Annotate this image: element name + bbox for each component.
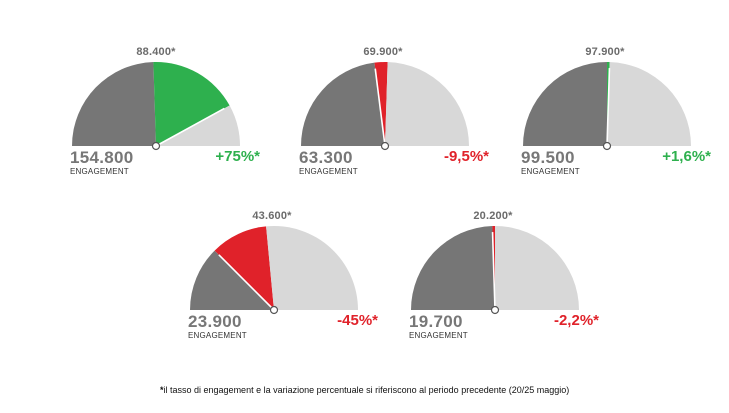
gauge-3-current-value: 99.500 [521,148,575,167]
footnote: *il tasso di engagement e la variazione … [160,385,569,395]
gauge-sector-light [607,62,691,146]
gauge-needle [155,107,225,147]
gauge-5-change-percent: -2,2%* [553,312,599,329]
gauge-sector-light [266,226,358,310]
footnote-text: il tasso di engagement e la variazione p… [163,385,570,395]
gauge-3-engagement-label: ENGAGEMENT [521,167,580,176]
gauge-2-dial [301,62,469,151]
gauge-2-change-percent: -9,5%* [443,148,489,165]
gauge-2: 69.900* 63.300 ENGAGEMENT -9,5%* [299,46,489,191]
gauge-hub [380,141,390,151]
gauge-4: 43.600* 23.900 ENGAGEMENT -45%* [188,210,378,355]
gauge-4-previous-value: 43.600* [252,210,292,222]
gauge-1-dial [72,62,240,151]
gauge-needle [218,254,275,311]
gauge-sector-dark [190,250,274,310]
gauge-5-engagement-label: ENGAGEMENT [409,331,468,340]
gauge-5: 20.200* 19.700 ENGAGEMENT -2,2%* [409,210,599,355]
gauge-sector-light [156,105,240,146]
gauge-5-previous-value: 20.200* [473,210,513,222]
gauge-3-dial [523,62,691,151]
gauge-5-current-value: 19.700 [409,312,463,331]
gauge-hub [602,141,612,151]
gauge-sector-change [214,226,274,310]
gauge-needle [491,232,496,311]
gauge-needle [374,68,386,147]
gauge-2-engagement-label: ENGAGEMENT [299,167,358,176]
gauge-1: 88.400* 154.800 ENGAGEMENT +75%* [70,46,260,191]
gauge-sector-change [153,62,230,146]
gauge-hub [269,305,279,315]
gauge-5-dial [411,226,579,315]
gauge-3-previous-value: 97.900* [585,46,625,58]
gauge-sector-light [385,62,469,146]
gauge-1-engagement-label: ENGAGEMENT [70,167,129,176]
gauge-sector-dark [411,226,495,310]
gauge-4-engagement-label: ENGAGEMENT [188,331,247,340]
gauge-3: 97.900* 99.500 ENGAGEMENT +1,6%* [521,46,711,191]
gauge-sector-dark [523,62,607,146]
gauge-4-current-value: 23.900 [188,312,242,331]
gauge-2-current-value: 63.300 [299,148,353,167]
gauge-4-change-percent: -45%* [337,312,378,329]
gauge-4-dial [190,226,358,315]
gauge-3-change-percent: +1,6%* [662,148,711,165]
gauge-sector-dark [72,62,156,146]
gauge-1-change-percent: +75%* [215,148,260,165]
footnote-bullet: * [160,385,164,395]
gauge-needle [606,68,611,147]
gauge-1-current-value: 154.800 [70,148,134,167]
gauge-2-previous-value: 69.900* [363,46,403,58]
gauge-sector-dark [301,62,385,146]
gauge-1-previous-value: 88.400* [136,46,176,58]
gauge-hub [490,305,500,315]
gauge-sector-light [495,226,579,310]
gauge-hub [151,141,161,151]
